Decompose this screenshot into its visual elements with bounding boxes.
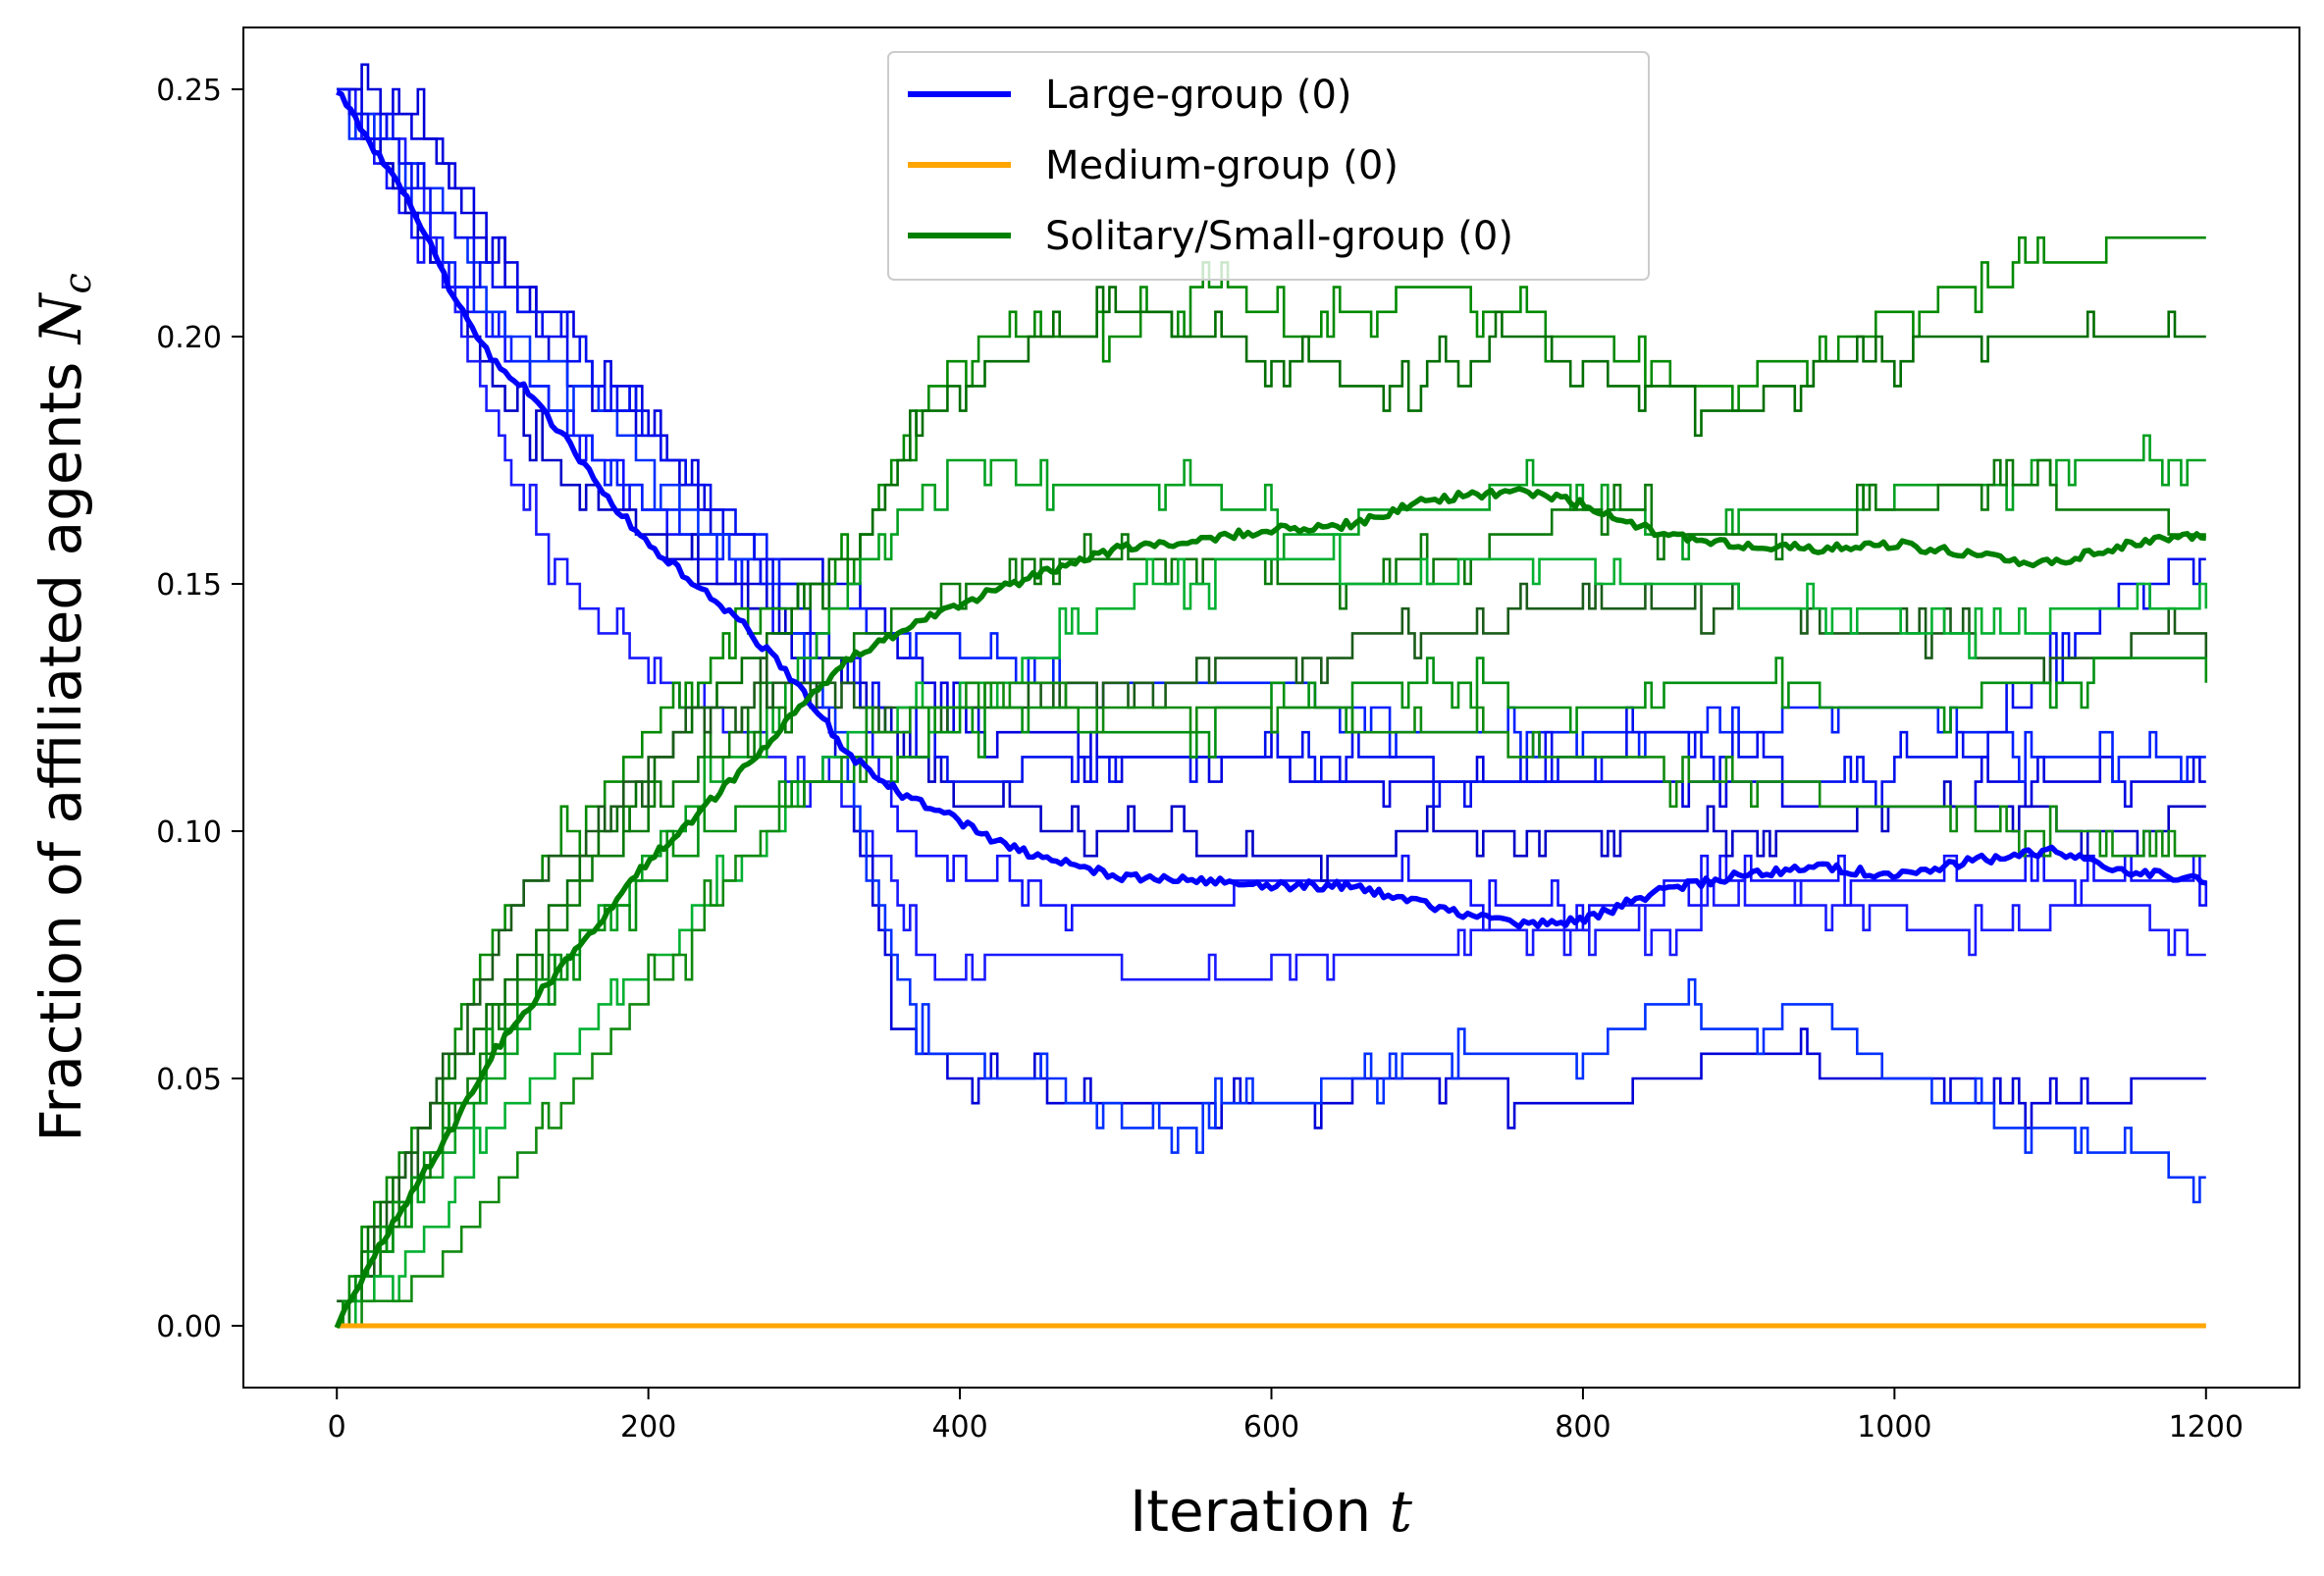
y-tick-label: 0.20: [156, 321, 222, 355]
x-tick-label: 1200: [2169, 1410, 2244, 1445]
series-mean-small-line: [334, 486, 2207, 1330]
y-axis-title: Fraction of affiliated agents Nc: [27, 273, 99, 1142]
x-tick-label: 0: [328, 1410, 346, 1445]
y-axis-title-text: Fraction of affiliated agents: [27, 362, 94, 1142]
x-tick-label: 600: [1243, 1410, 1299, 1445]
y-tick-label: 0.00: [156, 1310, 222, 1344]
series-run-small-line: [337, 681, 2206, 1328]
y-tick-label: 0.10: [156, 815, 222, 850]
series-run-small-line: [337, 533, 2208, 1328]
y-axis-variable-subscript: c: [56, 273, 99, 293]
x-tick-label: 1000: [1857, 1410, 1931, 1445]
x-axis: 0 200 400 600 800 1000 1200: [328, 1388, 2244, 1445]
legend-label-large: Large-group (0): [1045, 73, 1352, 118]
series-run-small-line: [337, 582, 2208, 1303]
y-tick-label: 0.15: [156, 568, 222, 603]
x-axis-title-text: Iteration: [1130, 1478, 1371, 1545]
x-axis-variable: t: [1390, 1478, 1413, 1545]
series-run-large-line: [337, 87, 2206, 981]
legend: Large-group (0) Medium-group (0) Solitar…: [887, 51, 1650, 281]
x-tick-label: 800: [1555, 1410, 1611, 1445]
x-tick-label: 400: [931, 1410, 987, 1445]
series-run-large-line: [337, 87, 2206, 1204]
y-axis-variable: N: [27, 291, 94, 345]
x-axis-title: Iteration t: [1130, 1478, 1412, 1545]
series-layer: [334, 63, 2208, 1330]
series-run-small-line: [337, 458, 2206, 1328]
legend-box: [887, 51, 1650, 281]
y-tick-label: 0.25: [156, 74, 222, 108]
legend-label-medium: Medium-group (0): [1045, 143, 1399, 188]
legend-label-small: Solitary/Small-group (0): [1045, 214, 1513, 259]
series-mean-large-line: [336, 89, 2207, 930]
y-tick-label: 0.05: [156, 1063, 222, 1097]
y-axis: 0.00 0.05 0.10 0.15 0.20 0.25: [156, 74, 243, 1344]
x-tick-label: 200: [620, 1410, 676, 1445]
